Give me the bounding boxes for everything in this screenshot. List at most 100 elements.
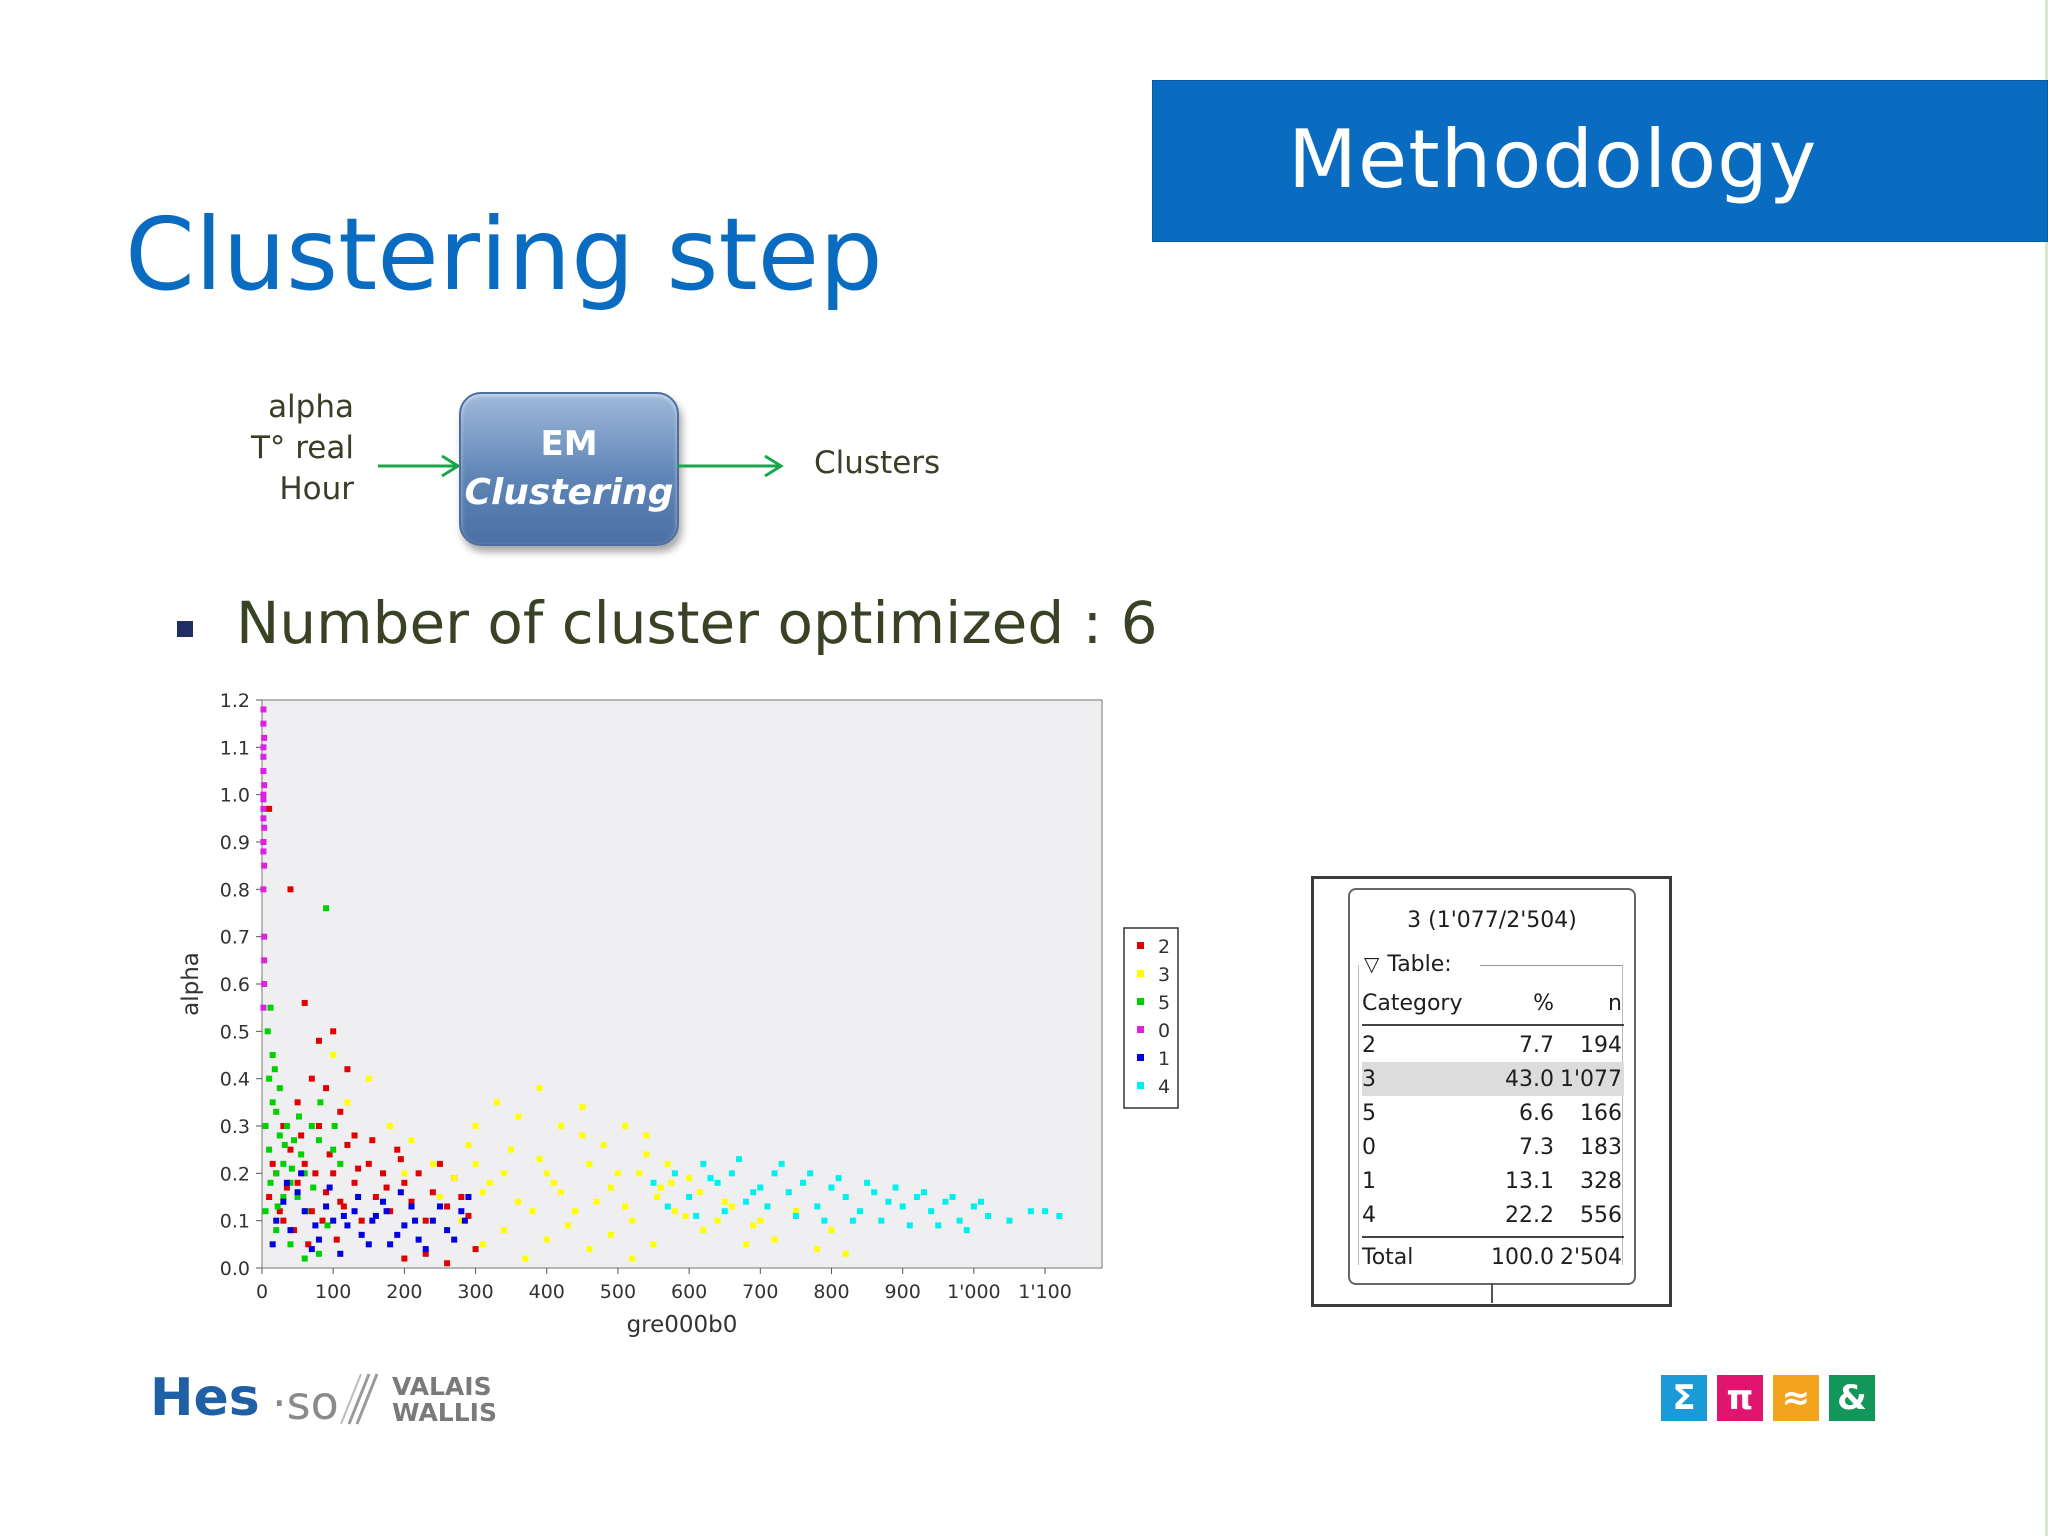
- data-point: [821, 1217, 828, 1224]
- data-point: [408, 1203, 415, 1210]
- data-point: [750, 1189, 757, 1196]
- x-tick-label: 0: [256, 1281, 268, 1303]
- row-percent: 13.1: [1505, 1169, 1554, 1194]
- data-point: [422, 1217, 429, 1224]
- column-header-category: Category: [1362, 991, 1463, 1016]
- data-point: [771, 1236, 778, 1243]
- data-point: [294, 1194, 301, 1200]
- x-tick-label: 500: [600, 1281, 636, 1303]
- row-count: 556: [1580, 1203, 1622, 1228]
- legend-swatch: [1137, 970, 1144, 977]
- row-percent: 6.6: [1519, 1101, 1554, 1126]
- data-point: [714, 1217, 721, 1224]
- data-point: [657, 1184, 664, 1191]
- data-point: [280, 1217, 287, 1224]
- x-axis-label: gre000b0: [627, 1312, 738, 1338]
- y-tick-label: 1.1: [220, 737, 250, 759]
- data-point: [261, 782, 268, 789]
- data-point: [963, 1227, 970, 1234]
- data-point: [281, 1141, 288, 1148]
- data-point: [269, 1241, 276, 1248]
- data-point: [301, 1170, 308, 1177]
- data-point: [515, 1113, 522, 1120]
- data-point: [330, 1052, 337, 1058]
- data-point: [351, 1132, 358, 1139]
- table-row: 2 7.7 194: [1362, 1028, 1624, 1062]
- data-point: [344, 1099, 351, 1106]
- data-point: [878, 1217, 885, 1224]
- data-point: [372, 1212, 379, 1219]
- data-point: [501, 1170, 508, 1177]
- data-point: [308, 1246, 315, 1253]
- data-point: [394, 1231, 401, 1238]
- data-point: [643, 1151, 650, 1158]
- data-point: [323, 1203, 330, 1210]
- data-point: [828, 1184, 835, 1191]
- hes-so-logo-main: Hes: [150, 1368, 260, 1428]
- collapse-triangle-icon[interactable]: ▽: [1364, 952, 1380, 976]
- data-point: [479, 1241, 486, 1248]
- data-point: [949, 1194, 956, 1200]
- data-point: [298, 1132, 305, 1139]
- section-title: Methodology: [1288, 113, 1818, 206]
- data-point: [622, 1123, 629, 1129]
- table-caption-label: Table:: [1387, 952, 1452, 977]
- data-point: [721, 1208, 728, 1215]
- data-point: [743, 1198, 750, 1205]
- y-tick-label: 0.3: [220, 1116, 250, 1138]
- data-point: [607, 1184, 614, 1191]
- y-tick-label: 0.9: [220, 832, 250, 854]
- data-point: [693, 1212, 700, 1219]
- data-point: [465, 1194, 472, 1200]
- data-point: [458, 1217, 465, 1224]
- node-connector: [1491, 1283, 1493, 1303]
- data-point: [807, 1170, 814, 1177]
- data-point: [401, 1222, 408, 1229]
- data-point: [835, 1175, 842, 1182]
- data-point: [308, 1123, 315, 1129]
- data-point: [401, 1255, 408, 1262]
- data-point: [260, 744, 267, 751]
- data-point: [842, 1194, 849, 1200]
- data-point: [721, 1198, 728, 1205]
- table-row: 0 7.3 183: [1362, 1130, 1624, 1164]
- data-point: [472, 1123, 479, 1129]
- data-point: [301, 1255, 308, 1262]
- data-point: [269, 1160, 276, 1167]
- data-point: [654, 1194, 661, 1200]
- y-tick-label: 1.2: [220, 690, 250, 712]
- legend-label: 4: [1158, 1076, 1170, 1098]
- data-point: [261, 957, 268, 964]
- data-point: [262, 1123, 269, 1129]
- data-point: [298, 1170, 305, 1177]
- data-point: [365, 1241, 372, 1248]
- data-point: [260, 791, 267, 798]
- data-point: [735, 1156, 742, 1163]
- data-point: [283, 1179, 290, 1186]
- row-category: 5: [1362, 1101, 1376, 1126]
- data-point: [700, 1160, 707, 1167]
- data-point: [330, 1170, 337, 1177]
- region-line-1: VALAIS: [392, 1372, 492, 1401]
- data-point: [728, 1203, 735, 1210]
- table-total-row: Total 100.0 2'504: [1362, 1240, 1624, 1274]
- data-point: [579, 1132, 586, 1139]
- data-point: [287, 1146, 294, 1153]
- data-point: [906, 1222, 913, 1229]
- data-point: [261, 862, 268, 869]
- data-point: [305, 1241, 312, 1248]
- data-point: [276, 1085, 283, 1092]
- row-percent: 22.2: [1505, 1203, 1554, 1228]
- data-point: [814, 1246, 821, 1253]
- row-count: 194: [1580, 1033, 1622, 1058]
- data-point: [369, 1217, 376, 1224]
- data-point: [565, 1222, 572, 1229]
- data-point: [444, 1227, 451, 1234]
- data-point: [383, 1208, 390, 1215]
- data-point: [280, 1198, 287, 1205]
- row-count: 328: [1580, 1169, 1622, 1194]
- data-point: [622, 1203, 629, 1210]
- table-caption[interactable]: ▽ Table:: [1364, 952, 1452, 977]
- data-point: [743, 1241, 750, 1248]
- data-point: [296, 1113, 303, 1120]
